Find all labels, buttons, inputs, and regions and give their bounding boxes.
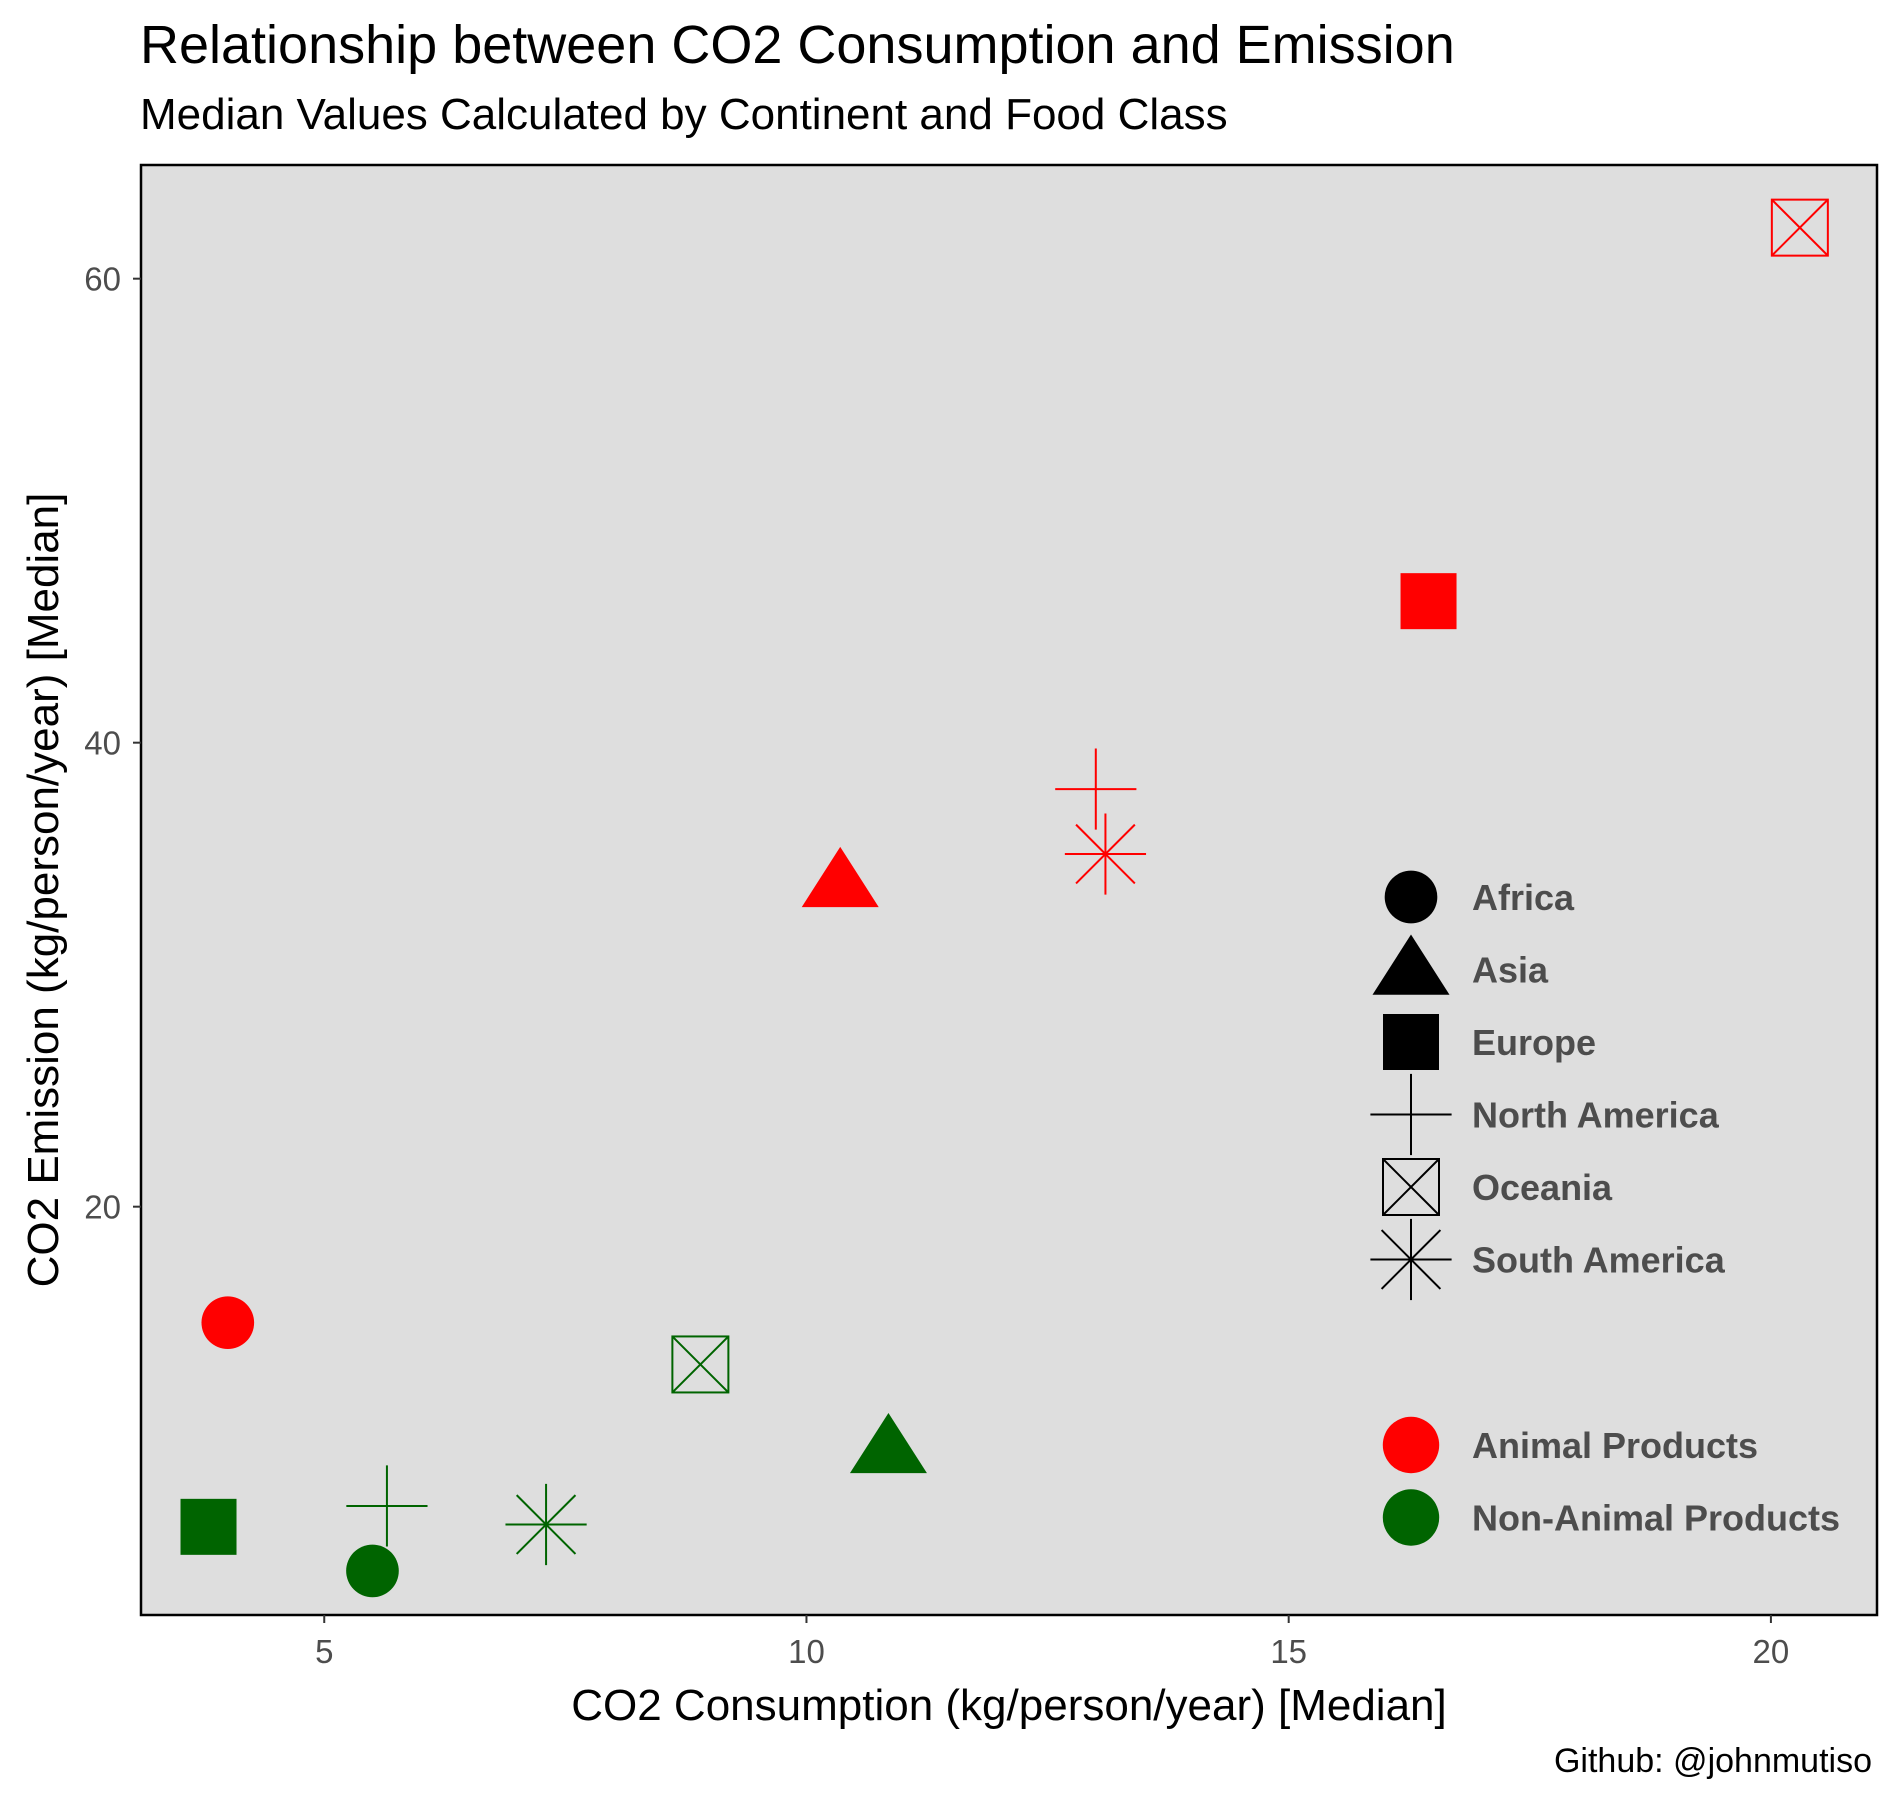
point-animal-asia	[801, 846, 879, 908]
point-non-animal-asia	[849, 1412, 927, 1474]
point-animal-oceania	[1770, 198, 1829, 257]
y-tick-label: 60	[84, 261, 121, 298]
legend-icon-asia	[1372, 934, 1450, 995]
point-non-animal-europe	[180, 1498, 237, 1555]
legend-label: Oceania	[1472, 1167, 1613, 1208]
point-non-animal-africa	[346, 1544, 399, 1598]
legend-color-animal-products	[1382, 1416, 1440, 1474]
legend-label: Africa	[1472, 877, 1575, 918]
y-axis-title: CO2 Emission (kg/person/year) [Median]	[19, 493, 68, 1288]
legend-icon-north-america	[1370, 1073, 1452, 1156]
point-animal-europe	[1400, 573, 1457, 630]
legend-label: Animal Products	[1472, 1425, 1758, 1466]
plot-panel	[139, 163, 1879, 1617]
point-non-animal-oceania	[671, 1335, 730, 1394]
caption: Github: @johnmutiso	[1553, 1742, 1872, 1780]
point-animal-north-america	[1055, 748, 1137, 830]
legend-icon-africa	[1384, 870, 1438, 924]
legend-label: Non-Animal Products	[1472, 1498, 1840, 1539]
x-tick-label: 15	[1270, 1633, 1307, 1670]
x-tick-label: 20	[1753, 1633, 1790, 1670]
point-non-animal-north-america	[346, 1465, 428, 1547]
legend-icon-south-america	[1370, 1218, 1452, 1301]
legend-label: North America	[1472, 1095, 1720, 1136]
point-animal-south-america	[1064, 813, 1147, 895]
chart-title: Relationship between CO2 Consumption and…	[140, 15, 1455, 75]
x-tick-label: 5	[315, 1633, 333, 1670]
legend-icon-oceania	[1382, 1158, 1440, 1216]
legend: Africa Asia Europe North America Oceania Sout…	[1370, 870, 1840, 1546]
data-points	[180, 198, 1829, 1598]
legend-icon-europe	[1383, 1014, 1439, 1070]
legend-label: South America	[1472, 1240, 1726, 1281]
y-tick-label: 40	[84, 725, 121, 762]
point-animal-africa	[201, 1296, 255, 1350]
legend-label: Europe	[1472, 1022, 1596, 1063]
y-axis-ticks: 20 40 60	[84, 261, 141, 1226]
point-non-animal-south-america	[505, 1483, 587, 1566]
y-tick-label: 20	[84, 1189, 121, 1226]
legend-label: Asia	[1472, 950, 1549, 991]
legend-color-non-animal-products	[1382, 1489, 1440, 1546]
x-tick-label: 10	[788, 1633, 825, 1670]
x-axis-ticks: 5 10 15 20	[315, 1615, 1789, 1670]
chart-subtitle: Median Values Calculated by Continent an…	[140, 90, 1228, 139]
x-axis-title: CO2 Consumption (kg/person/year) [Median…	[571, 1681, 1447, 1730]
